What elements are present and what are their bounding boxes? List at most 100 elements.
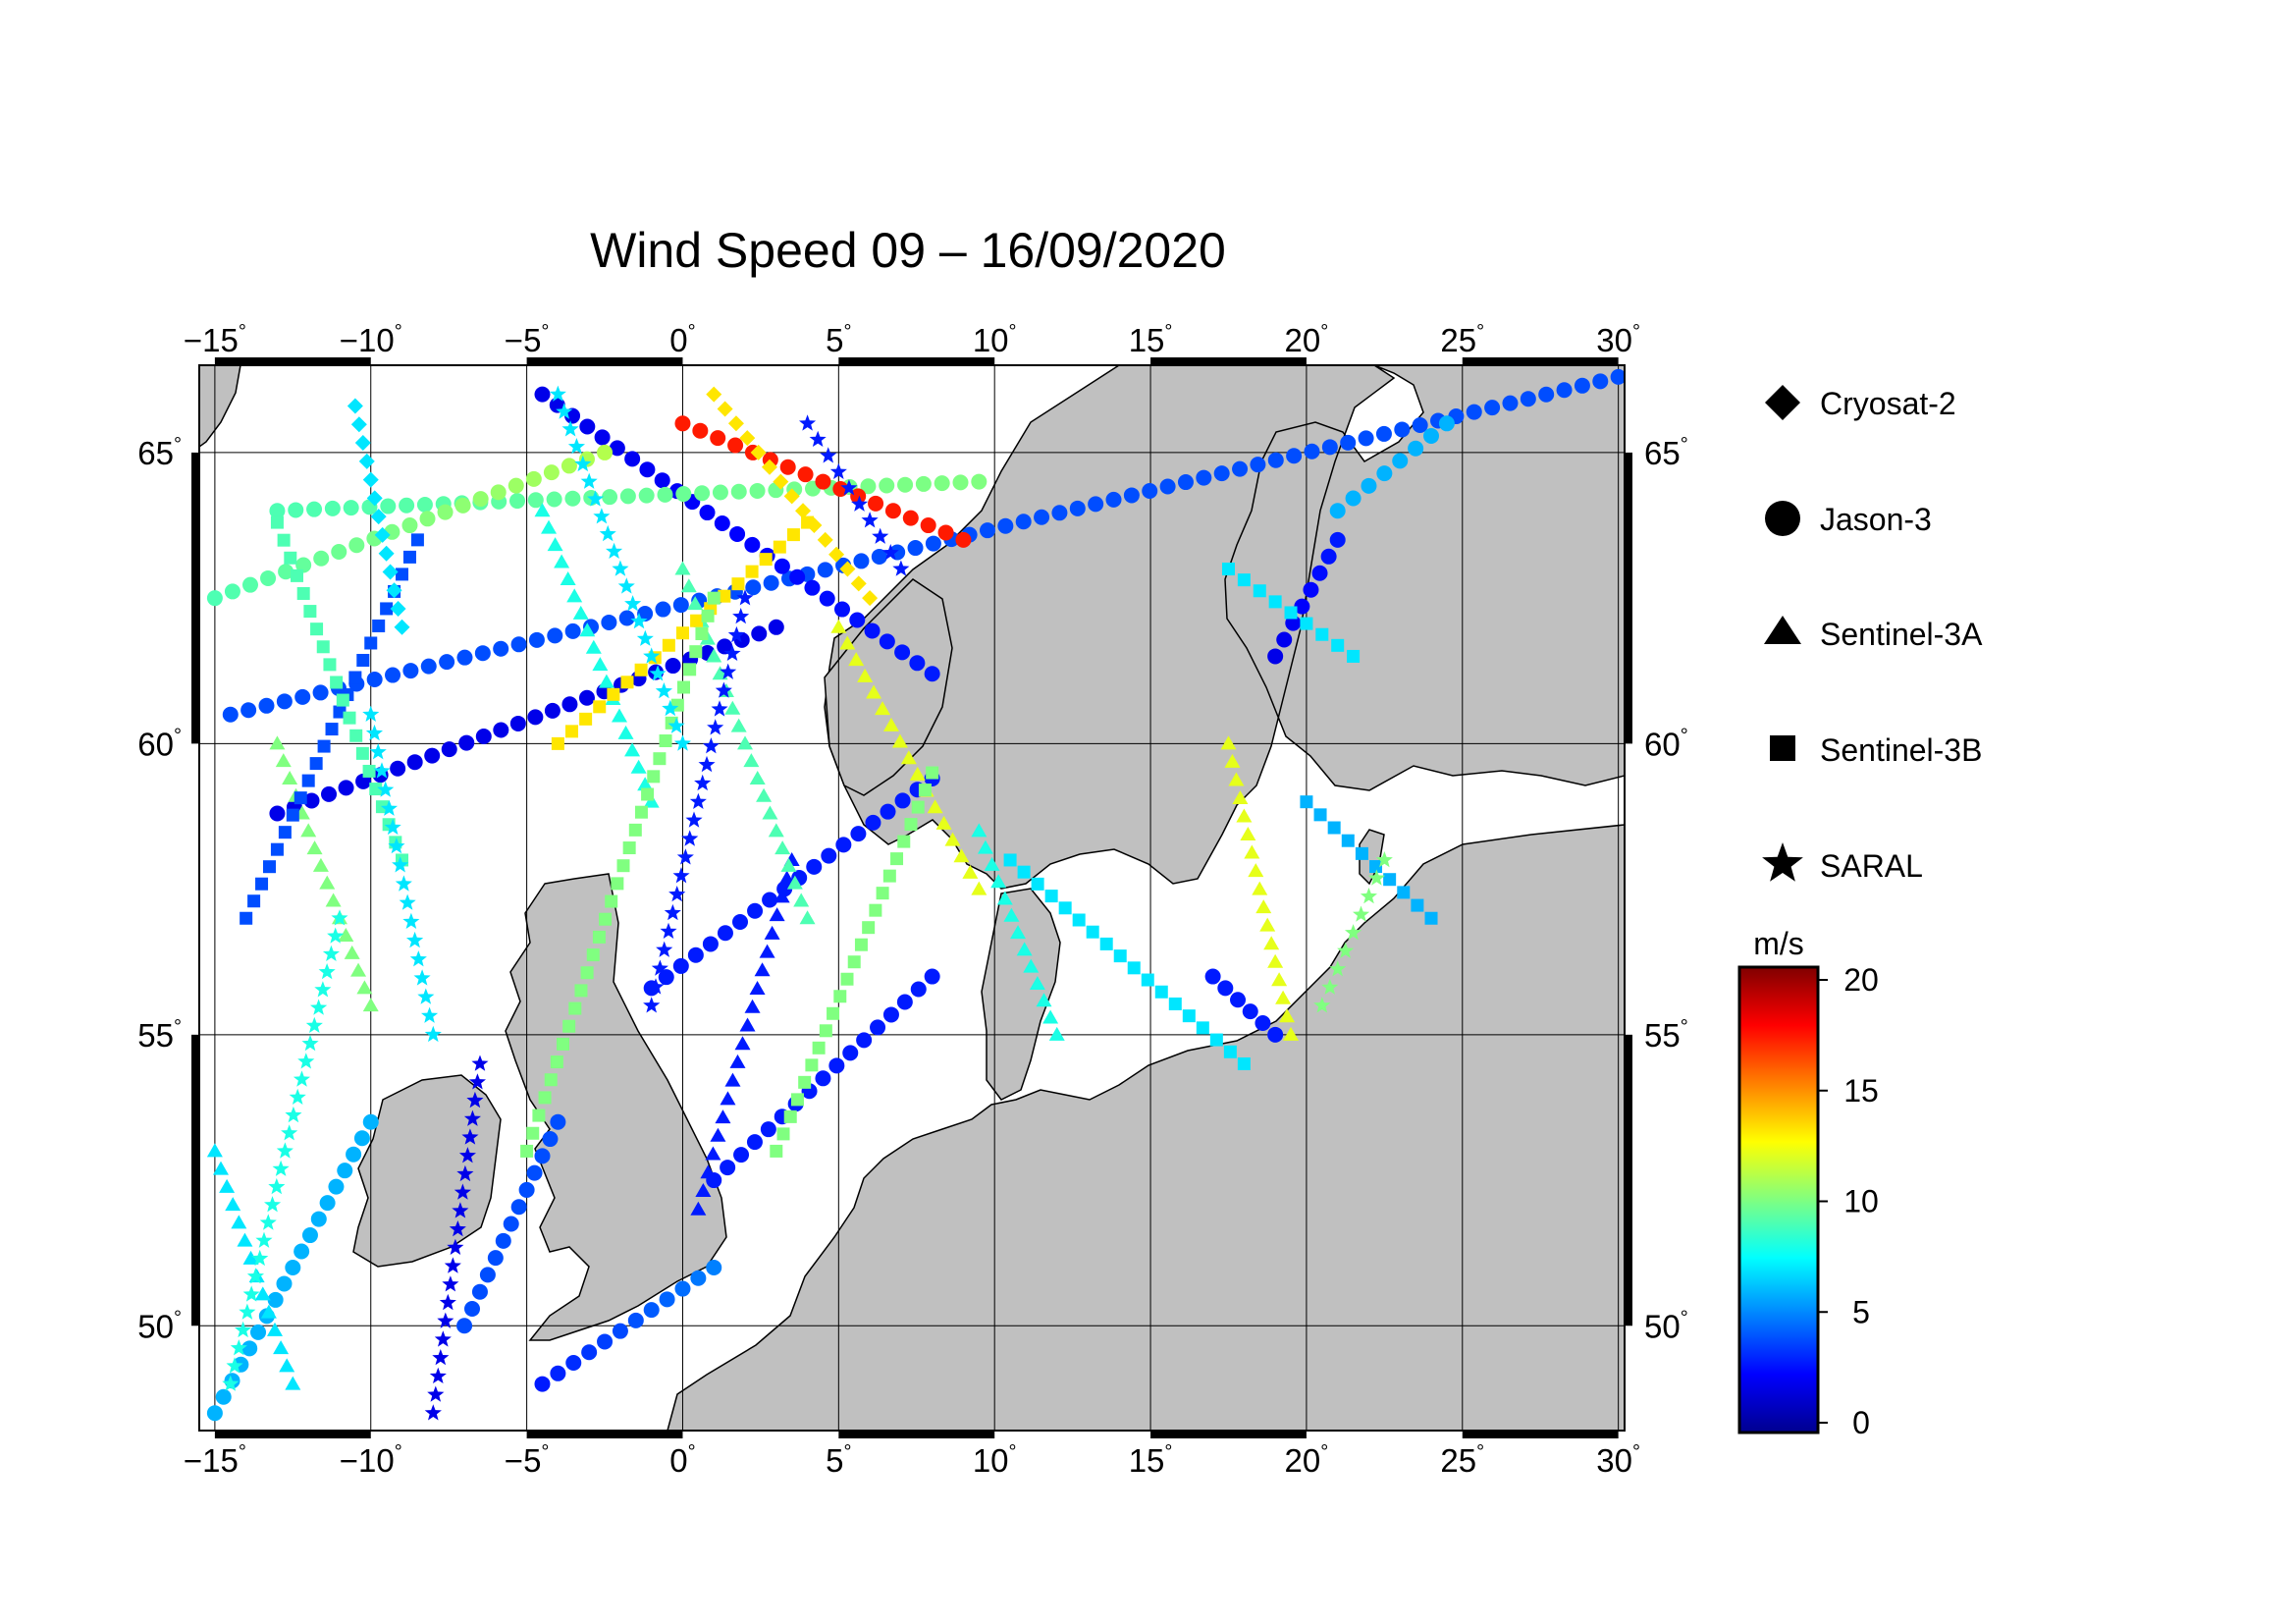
jason-3-point — [749, 482, 766, 499]
sentinel-3a-point — [705, 1146, 721, 1161]
jason-3-point — [1345, 490, 1362, 507]
saral-point — [727, 625, 745, 643]
sentinel-3a-point — [695, 1182, 712, 1197]
jason-3-point — [1556, 382, 1573, 399]
jason-3-point — [702, 936, 719, 952]
sentinel-3a-point — [231, 1215, 247, 1229]
saral-point — [377, 781, 395, 797]
jason-3-point — [920, 517, 936, 534]
jason-3-point — [534, 1148, 551, 1164]
saral-point — [456, 1164, 474, 1182]
sentinel-3b-point — [316, 640, 330, 654]
sentinel-3a-point — [774, 840, 791, 855]
sentinel-3a-point — [273, 1340, 290, 1355]
jason-3-point — [1304, 443, 1320, 460]
saral-point — [452, 1202, 469, 1218]
sentinel-3a-point — [266, 1322, 283, 1336]
jason-3-point — [850, 826, 867, 842]
jason-3-point — [474, 645, 491, 662]
jason-3-point — [952, 474, 969, 491]
saral-point — [226, 1357, 243, 1374]
jason-3-point — [1015, 514, 1032, 530]
saral-point — [466, 1091, 484, 1109]
jason-3-point — [627, 1312, 644, 1328]
saral-point — [689, 792, 707, 809]
longitude-label: 5° — [826, 1441, 851, 1479]
sentinel-3a-point — [743, 753, 760, 768]
frame-bar-top — [1462, 357, 1619, 365]
saral-point — [649, 665, 667, 681]
frame-bar-top — [1150, 357, 1307, 365]
cryosat-2-point — [839, 561, 856, 577]
sentinel-3a-point — [778, 870, 795, 885]
saral-point — [314, 981, 332, 998]
jason-3-point — [763, 574, 779, 591]
sentinel-3b-point — [402, 550, 416, 564]
jason-3-point — [441, 741, 457, 758]
sentinel-3b-point — [557, 1037, 570, 1051]
sentinel-3b-point — [707, 591, 721, 605]
frame-bar-left — [191, 452, 199, 744]
sentinel-3b-point — [1127, 961, 1141, 975]
saral-point — [624, 595, 642, 612]
sentinel-3b-point — [783, 1109, 797, 1123]
legend-circle-symbol — [1765, 501, 1800, 536]
sentinel-3b-point — [918, 784, 932, 797]
sentinel-3b-point — [255, 877, 269, 891]
sentinel-3b-point — [1072, 913, 1086, 927]
jason-3-point — [924, 666, 940, 682]
jason-3-point — [1392, 453, 1409, 469]
sentinel-3a-point — [1016, 942, 1033, 956]
sentinel-3b-point — [369, 783, 383, 796]
saral-point — [809, 430, 827, 447]
saral-point — [251, 1249, 269, 1267]
sentinel-3b-point — [1168, 997, 1182, 1010]
saral-point — [230, 1339, 247, 1356]
sentinel-3a-point — [541, 519, 558, 534]
sentinel-3b-point — [270, 515, 284, 529]
sentinel-3b-point — [364, 636, 378, 650]
jason-3-point — [487, 1250, 504, 1267]
jason-3-point — [609, 440, 625, 457]
saral-point — [246, 1268, 264, 1284]
sentinel-3a-point — [1232, 789, 1249, 804]
jason-3-point — [1255, 1014, 1271, 1031]
scatter-points — [206, 368, 1625, 1422]
jason-3-point — [659, 1291, 675, 1308]
jason-3-point — [278, 564, 294, 580]
sentinel-3b-point — [926, 766, 939, 780]
sentinel-3b-point — [770, 1144, 783, 1158]
sentinel-3b-point — [890, 852, 904, 866]
sentinel-3b-point — [240, 911, 253, 925]
sentinel-3a-point — [1267, 953, 1284, 968]
jason-3-point — [1142, 482, 1158, 499]
jason-3-point — [518, 1181, 535, 1198]
saral-point — [388, 838, 405, 854]
sentinel-3a-point — [674, 561, 691, 575]
sentinel-3b-point — [786, 528, 800, 542]
sentinel-3b-point — [1369, 860, 1383, 874]
jason-3-point — [654, 472, 670, 489]
jason-3-point — [894, 644, 911, 661]
jason-3-point — [762, 892, 778, 908]
sentinel-3b-point — [773, 540, 786, 554]
sentinel-3a-point — [690, 1201, 707, 1216]
legend-label-jason-3: Jason-3 — [1820, 502, 1932, 537]
jason-3-point — [437, 504, 454, 520]
jason-3-point — [1159, 478, 1176, 495]
sentinel-3b-point — [278, 826, 292, 839]
saral-point — [293, 1070, 310, 1087]
sentinel-3b-point — [662, 638, 675, 652]
sentinel-3b-point — [622, 841, 636, 855]
sentinel-3b-point — [1383, 873, 1397, 887]
colorbar-ticks: 20 15 10 5 0 — [1818, 962, 1879, 1440]
jason-3-point — [565, 1355, 582, 1372]
sentinel-3a-point — [780, 857, 797, 872]
sentinel-3a-point — [720, 1091, 736, 1106]
cryosat-2-point — [783, 488, 800, 505]
latitude-label: 60° — [1644, 725, 1688, 762]
jason-3-point — [815, 473, 831, 490]
jason-3-point — [1088, 496, 1104, 513]
saral-point — [242, 1285, 260, 1302]
sentinel-3a-point — [680, 578, 697, 593]
